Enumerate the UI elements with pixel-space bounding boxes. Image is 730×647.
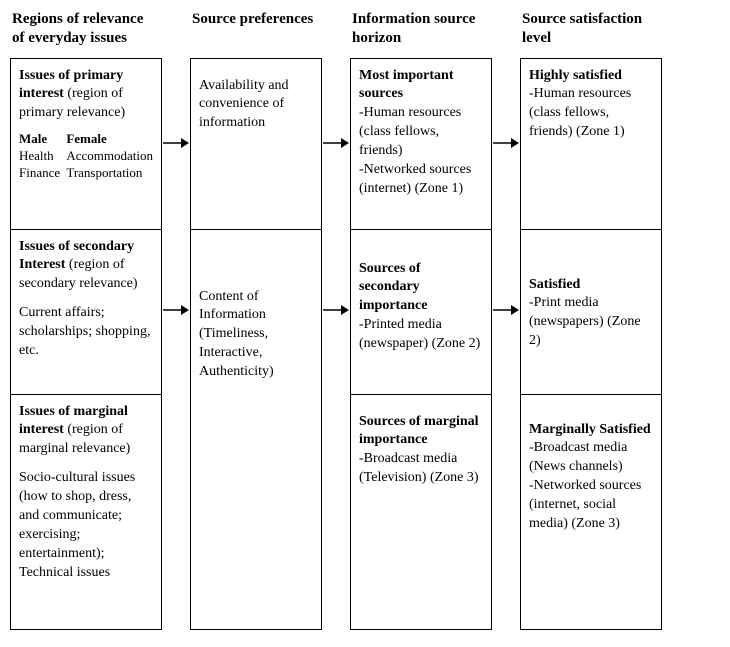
header-col2: Source preferences [190,8,322,39]
female-row1: Accommodation [66,148,153,165]
col3-s1-title: Most important sources [359,67,483,105]
col4-section-marginally-satisfied: Marginally Satisfied -Broadcast media (N… [521,394,661,629]
col4-section-highly-satisfied: Highly satisfied -Human resources (class… [521,59,661,229]
col3-section-most-important: Most important sources -Human resources … [351,59,491,229]
col4-s1-line1: -Human resources (class fellows, friends… [529,85,653,142]
col3-s3-line1: -Broadcast media (Television) (Zone 3) [359,450,483,488]
male-header: Male [19,131,66,148]
col2-s2-body: Content of Information (Timeliness, Inte… [199,288,313,382]
col4-box: Highly satisfied -Human resources (class… [520,58,662,630]
arrow-1-mid [162,228,190,393]
arrow-col-2 [322,58,350,393]
arrow-col-3 [492,58,520,393]
female-row2: Transportation [66,165,153,182]
arrow-3-top [492,58,520,228]
col2-section-availability: Availability and convenience of informat… [191,59,321,229]
col4-s2-title: Satisfied [529,276,653,295]
arrow-icon [163,303,189,317]
col3-s1-line1: -Human resources (class fellows, friends… [359,104,483,161]
female-header: Female [66,131,153,148]
col4-s3-line1: -Broadcast media (News channels) [529,439,653,477]
col3-box: Most important sources -Human resources … [350,58,492,630]
col1-s3-body: Socio-cultural issues (how to shop, dres… [19,469,153,582]
arrow-2-mid [322,228,350,393]
col3-s1-line2: -Networked sources (internet) (Zone 1) [359,161,483,199]
col4-s2-line1: -Print media (newspapers) (Zone 2) [529,294,653,351]
col2-section-content: Content of Information (Timeliness, Inte… [191,229,321,629]
col4-s1-title: Highly satisfied [529,67,653,86]
col3-s2-line1: -Printed media (newspaper) (Zone 2) [359,316,483,354]
arrow-3-mid [492,228,520,393]
col1-section-primary: Issues of primary interest (region of pr… [11,59,161,229]
male-row1: Health [19,148,66,165]
male-row2: Finance [19,165,66,182]
arrow-icon [163,136,189,150]
col3-s3-title: Sources of marginal importance [359,413,483,451]
diagram-grid: Regions of relevance of everyday issues … [10,8,720,630]
arrow-icon [323,136,349,150]
col1-section-marginal: Issues of marginal interest (region of m… [11,394,161,629]
col3-section-marginal: Sources of marginal importance -Broadcas… [351,394,491,629]
arrow-icon [493,136,519,150]
col2-box: Availability and convenience of informat… [190,58,322,630]
col1-section-secondary: Issues of secondary Interest (region of … [11,229,161,394]
col1-s1-subtable: Male Female Health Accommodation Finance… [19,131,153,182]
arrow-2-top [322,58,350,228]
col2-s1-body: Availability and convenience of informat… [199,77,313,134]
arrow-col-1 [162,58,190,393]
header-col1: Regions of relevance of everyday issues [10,8,162,58]
col3-section-secondary: Sources of secondary importance -Printed… [351,229,491,394]
col1-box: Issues of primary interest (region of pr… [10,58,162,630]
col4-s3-title: Marginally Satisfied [529,421,653,440]
col1-s2-body: Current affairs; scholarships; shopping,… [19,304,153,361]
arrow-1-top [162,58,190,228]
col3-s2-title: Sources of secondary importance [359,260,483,317]
header-col4: Source satisfaction level [520,8,662,58]
arrow-icon [323,303,349,317]
col4-s3-line2: -Networked sources (internet, social med… [529,477,653,534]
header-col3: Information source horizon [350,8,492,58]
col4-section-satisfied: Satisfied -Print media (newspapers) (Zon… [521,229,661,394]
arrow-icon [493,303,519,317]
